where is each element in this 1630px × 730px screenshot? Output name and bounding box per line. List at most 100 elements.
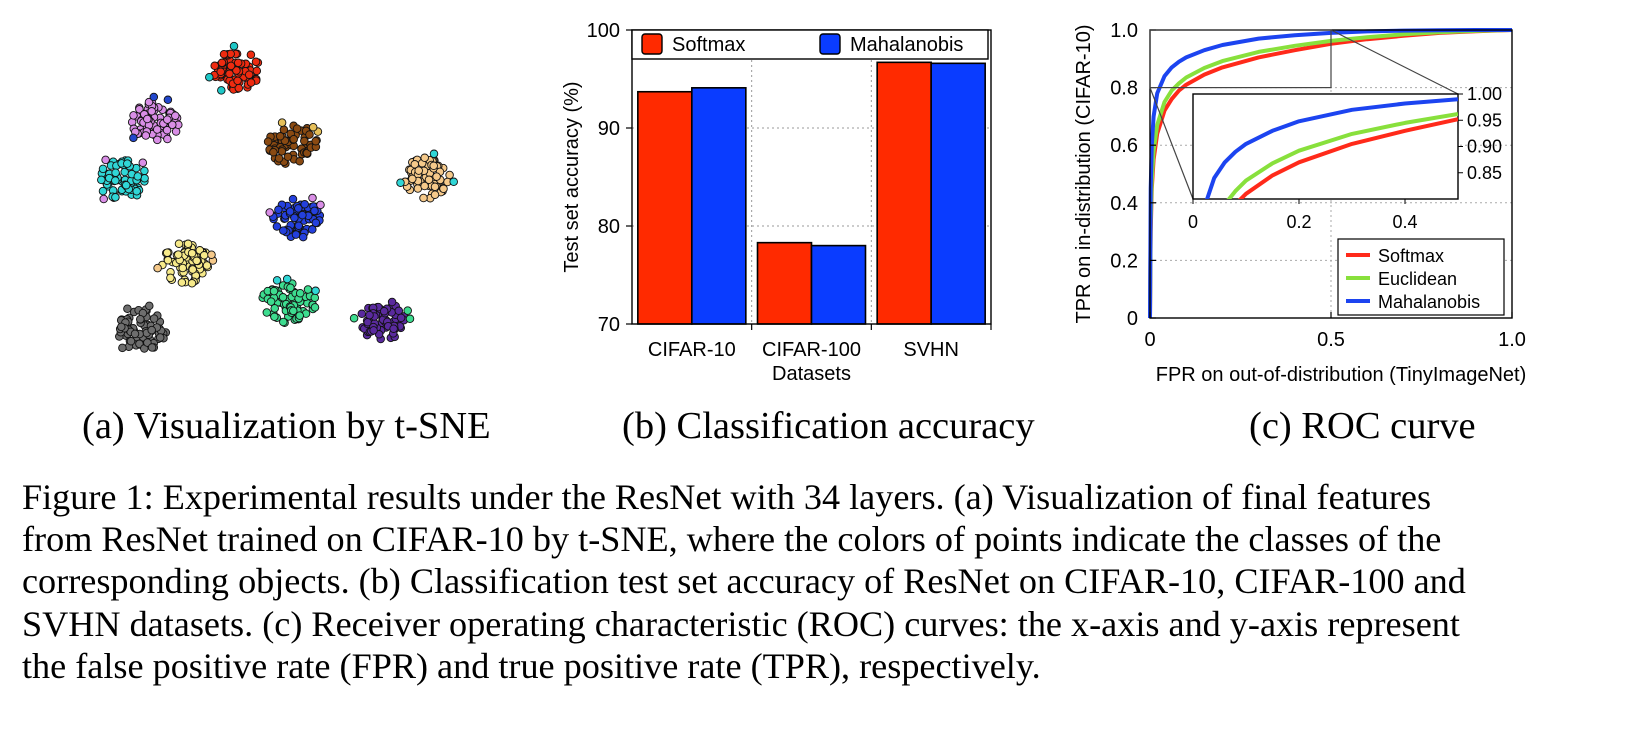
tsne-point [132,187,141,196]
tsne-cluster [265,193,325,242]
inset-y-tick-label: 1.00 [1467,84,1502,104]
tsne-point [272,276,282,285]
tsne-point [147,107,156,116]
y-axis-label: Test set accuracy (%) [561,81,583,272]
inset-x-tick-label: 0 [1188,212,1198,232]
tsne-point [163,134,172,144]
tsne-point [145,301,154,311]
tsne-point [295,311,304,320]
caption-panel-c: (c) ROC curve [1249,405,1476,447]
tsne-point [217,58,227,68]
tsne-point [252,66,262,76]
tsne-point [303,285,313,294]
tsne-point [188,265,197,274]
legend-label: Softmax [672,34,745,56]
tsne-point [262,308,272,317]
tsne-point [171,111,180,120]
x-tick-label: 0 [1144,329,1155,351]
tsne-point [98,164,108,174]
x-axis-label: FPR on out-of-distribution (TinyImageNet… [1156,364,1527,386]
y-axis-label: TPR on in-distribution (CIFAR-10) [1073,25,1095,324]
tsne-point [187,279,197,288]
zoom-connector [1330,29,1459,95]
tsne-point [275,132,285,141]
tsne-point [143,114,152,124]
bar-softmax-cifar-10 [637,90,693,325]
tsne-point [414,166,423,175]
caption-line: Figure 1: Experimental results under the… [22,477,1432,517]
tsne-point [387,297,397,307]
tsne-point [365,310,374,320]
tsne-point [357,309,367,319]
x-tick-label: 1.0 [1498,329,1526,351]
caption-line: from ResNet trained on CIFAR-10 by t-SNE… [22,519,1442,560]
tsne-point [136,314,145,324]
tsne-point [153,263,162,273]
tsne-point [270,312,279,322]
y-tick-label: 70 [598,314,620,336]
tsne-point [163,115,172,124]
tsne-cluster [127,92,183,145]
caption-line: SVHN datasets. (c) Receiver operating ch… [22,603,1460,644]
tsne-point [129,133,138,143]
caption-panel-a: (a) Visualization by t-SNE [82,405,491,447]
tsne-point [187,249,197,258]
tsne-point [233,76,242,86]
tsne-point [266,297,276,306]
tsne-point [97,175,106,185]
tsne-point [130,329,140,339]
tsne-point [278,293,288,302]
legend-label: Mahalanobis [850,34,963,56]
tsne-scatter [97,41,458,353]
tsne-point [135,105,144,114]
tsne-cluster [97,155,149,204]
tsne-point [174,250,183,259]
tsne-point [174,239,184,248]
tsne-point [99,194,108,204]
tsne-point [311,136,320,146]
tsne-point [295,157,304,166]
tsne-point [439,184,448,194]
tsne-cluster [205,41,263,95]
tsne-point [295,288,305,298]
tsne-point [163,256,173,265]
tsne-point [202,261,212,270]
inset-curve-euclidean [1226,112,1458,199]
tsne-point [429,161,438,171]
tsne-point [219,49,229,59]
tsne-point [291,230,301,239]
tsne-point [162,248,172,257]
tsne-point [117,322,126,332]
tsne-point [178,263,187,273]
legend-label: Mahalanobis [1378,292,1480,312]
tsne-point [123,159,132,168]
tsne-point [229,41,239,51]
tsne-point [283,152,293,162]
bar-mahalanobis-cifar-10 [691,87,747,325]
tsne-point [269,147,278,157]
tsne-cluster [263,118,323,168]
legend-label: Euclidean [1378,269,1457,289]
y-tick-label: 80 [598,216,620,238]
tsne-point [155,333,165,342]
tsne-point [166,273,175,283]
tsne-point [300,200,309,209]
inset-y-tick-label: 0.90 [1467,137,1502,157]
tsne-point [149,314,159,323]
tsne-cluster [115,301,171,353]
tsne-point [430,190,440,199]
tsne-point [403,306,412,315]
tsne-point [300,136,309,146]
tsne-point [123,304,132,313]
tsne-point [149,92,159,102]
inset-curve-mahalanobis [1205,97,1458,199]
x-axis-label: Datasets [772,363,851,385]
tsne-point [277,147,287,156]
tsne-point [168,120,177,130]
y-tick-label: 0.8 [1110,78,1138,100]
tsne-point [292,124,302,133]
tsne-point [394,306,404,316]
tsne-point [111,176,120,185]
tsne-point [118,343,127,353]
